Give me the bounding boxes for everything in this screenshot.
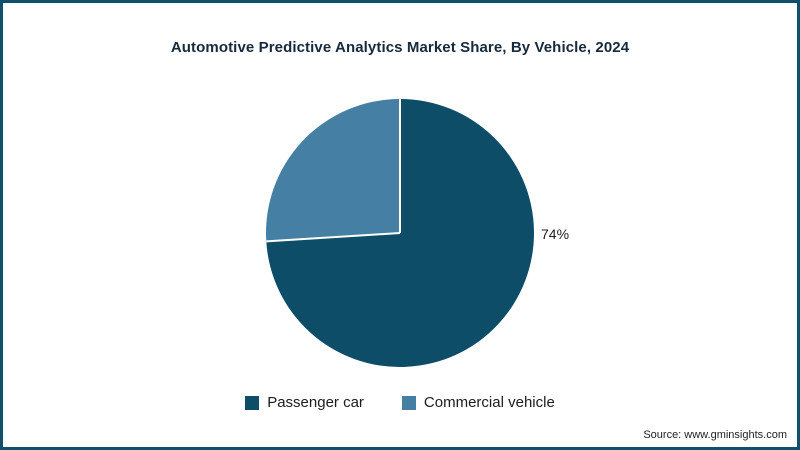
pie-chart-area (264, 97, 536, 369)
legend-swatch-passenger-car (245, 395, 260, 410)
slice-separator (266, 232, 401, 243)
legend: Passenger car Commercial vehicle (3, 394, 797, 411)
legend-item-passenger-car: Passenger car (245, 394, 364, 411)
data-label-passenger-car: 74% (541, 226, 570, 242)
source-attribution: Source: www.gminsights.com (643, 429, 787, 441)
pie-slice-commercial-vehicle (265, 99, 400, 242)
chart-title: Automotive Predictive Analytics Market S… (170, 39, 630, 56)
legend-label-passenger-car: Passenger car (267, 394, 364, 411)
pie-chart (265, 99, 534, 367)
legend-label-commercial-vehicle: Commercial vehicle (423, 394, 555, 411)
legend-item-commercial-vehicle: Commercial vehicle (401, 394, 555, 411)
legend-swatch-commercial-vehicle (401, 395, 416, 410)
